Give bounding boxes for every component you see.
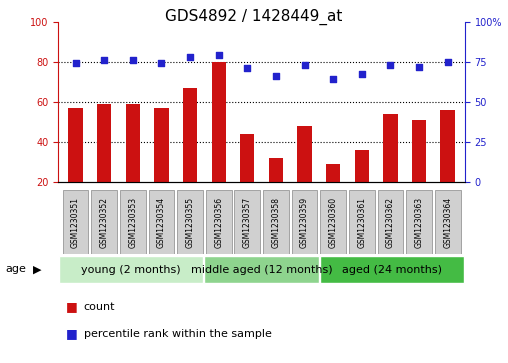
- Text: age: age: [5, 264, 26, 274]
- Bar: [440, 110, 455, 221]
- Point: [243, 65, 251, 71]
- Text: GSM1230359: GSM1230359: [300, 197, 309, 248]
- Bar: [412, 120, 426, 221]
- Text: GSM1230351: GSM1230351: [71, 197, 80, 248]
- FancyBboxPatch shape: [177, 190, 203, 254]
- Text: GSM1230352: GSM1230352: [100, 197, 109, 248]
- Bar: [240, 134, 255, 221]
- Bar: [355, 150, 369, 221]
- Bar: [269, 158, 283, 221]
- Bar: [297, 126, 312, 221]
- FancyBboxPatch shape: [320, 190, 346, 254]
- FancyBboxPatch shape: [320, 256, 464, 284]
- FancyBboxPatch shape: [435, 190, 461, 254]
- Point: [186, 54, 194, 60]
- Bar: [125, 104, 140, 221]
- Text: GSM1230364: GSM1230364: [443, 197, 452, 248]
- Text: GSM1230360: GSM1230360: [329, 197, 338, 248]
- Text: GSM1230362: GSM1230362: [386, 197, 395, 248]
- Text: GSM1230355: GSM1230355: [185, 197, 195, 248]
- Text: GSM1230356: GSM1230356: [214, 197, 223, 248]
- FancyBboxPatch shape: [406, 190, 432, 254]
- Text: GSM1230353: GSM1230353: [129, 197, 137, 248]
- FancyBboxPatch shape: [263, 190, 289, 254]
- Text: GSM1230354: GSM1230354: [157, 197, 166, 248]
- Text: GSM1230361: GSM1230361: [357, 197, 366, 248]
- Point: [329, 76, 337, 82]
- FancyBboxPatch shape: [120, 190, 146, 254]
- Point: [100, 57, 108, 63]
- Bar: [97, 104, 111, 221]
- FancyBboxPatch shape: [204, 256, 319, 284]
- Text: middle aged (12 months): middle aged (12 months): [191, 265, 332, 274]
- FancyBboxPatch shape: [59, 256, 203, 284]
- Bar: [383, 114, 398, 221]
- Text: young (2 months): young (2 months): [81, 265, 181, 274]
- Text: ▶: ▶: [33, 264, 42, 274]
- Bar: [326, 163, 340, 221]
- Text: ■: ■: [66, 327, 78, 340]
- Bar: [211, 62, 226, 221]
- FancyBboxPatch shape: [206, 190, 232, 254]
- Bar: [69, 107, 83, 221]
- Point: [387, 62, 395, 68]
- Bar: [183, 88, 197, 221]
- Point: [272, 73, 280, 79]
- Point: [157, 60, 166, 66]
- FancyBboxPatch shape: [148, 190, 174, 254]
- FancyBboxPatch shape: [377, 190, 403, 254]
- Point: [214, 52, 223, 58]
- FancyBboxPatch shape: [292, 190, 318, 254]
- Text: ■: ■: [66, 300, 78, 313]
- Text: GSM1230363: GSM1230363: [415, 197, 424, 248]
- Text: count: count: [84, 302, 115, 312]
- Point: [443, 59, 452, 65]
- Point: [129, 57, 137, 63]
- Bar: [154, 107, 169, 221]
- Text: GSM1230358: GSM1230358: [271, 197, 280, 248]
- FancyBboxPatch shape: [62, 190, 88, 254]
- Text: percentile rank within the sample: percentile rank within the sample: [84, 329, 272, 339]
- FancyBboxPatch shape: [91, 190, 117, 254]
- Text: aged (24 months): aged (24 months): [342, 265, 442, 274]
- Point: [358, 72, 366, 77]
- Text: GSM1230357: GSM1230357: [243, 197, 252, 248]
- Point: [72, 60, 80, 66]
- Point: [301, 62, 309, 68]
- FancyBboxPatch shape: [234, 190, 260, 254]
- FancyBboxPatch shape: [349, 190, 375, 254]
- Point: [415, 64, 423, 69]
- Text: GDS4892 / 1428449_at: GDS4892 / 1428449_at: [165, 9, 343, 25]
